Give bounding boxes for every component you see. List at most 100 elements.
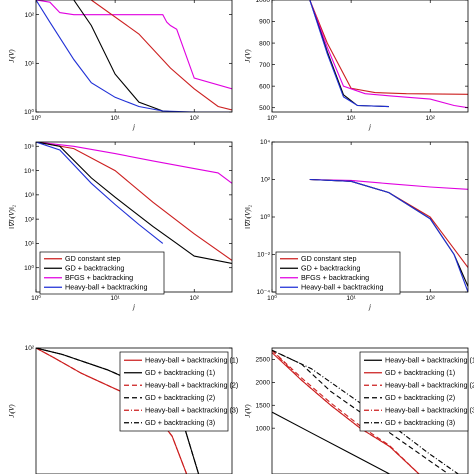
series-group bbox=[309, 0, 468, 109]
legend-label: GD + backtracking (2) bbox=[385, 393, 455, 402]
series-group bbox=[309, 178, 468, 292]
y-tick-label: 10¹ bbox=[25, 241, 35, 248]
y-tick-label: 1000 bbox=[256, 425, 271, 432]
x-axis-label: j bbox=[132, 303, 135, 311]
legend-label: GD + backtracking bbox=[301, 264, 360, 273]
y-tick-label: 10⁻² bbox=[257, 252, 271, 259]
series-group bbox=[36, 142, 232, 264]
x-axis-label: j bbox=[132, 123, 135, 131]
series-line-magenta-0 bbox=[36, 142, 232, 184]
y-tick-label: 10³ bbox=[25, 192, 35, 199]
y-tick-label: 800 bbox=[259, 40, 270, 47]
legend-label: GD + backtracking (2) bbox=[145, 393, 215, 402]
y-tick-label: 10⁰ bbox=[24, 264, 34, 272]
legend-label: GD constant step bbox=[65, 254, 121, 263]
chart-panel-p1: 10⁰ 10¹ 10² 10⁰ 10¹ 10² j Jₗ(V) bbox=[8, 0, 233, 131]
legend-label: GD constant step bbox=[301, 254, 357, 263]
series-line-red-1 bbox=[272, 352, 420, 474]
y-axis-label: Jₗ(V) bbox=[8, 49, 16, 63]
series-line-blue-3 bbox=[309, 0, 389, 108]
x-tick-label: 10⁰ bbox=[267, 294, 277, 302]
y-axis-label: Jₗ(V) bbox=[8, 404, 16, 418]
y-tick-label: 500 bbox=[259, 105, 270, 112]
x-tick-label: 10² bbox=[426, 295, 436, 302]
x-tick-label: 10¹ bbox=[110, 295, 120, 302]
legend-label: GD + backtracking (3) bbox=[145, 418, 215, 427]
x-tick-label: 10⁰ bbox=[31, 294, 41, 302]
series-line-red-4 bbox=[272, 349, 420, 474]
legend-label: Heavy-ball + backtracking (3) bbox=[385, 406, 474, 415]
y-tick-label: 1500 bbox=[256, 402, 271, 409]
y-tick-label: 10² bbox=[25, 345, 35, 352]
chart-panel-p3: 10⁰ 10¹ 10² 10⁰ 10¹ 10² 10³ 10⁴ 10⁵ j ‖∇Jₗ(V)‖₂ GD … bbox=[8, 141, 233, 311]
series-line-magenta-0 bbox=[309, 178, 468, 190]
series-line-red-1 bbox=[90, 0, 232, 111]
x-axis-label: j bbox=[368, 123, 371, 131]
series-line-magenta-1 bbox=[309, 0, 468, 109]
legend-label: GD + backtracking (1) bbox=[385, 368, 455, 377]
series-line-blue-3 bbox=[36, 142, 164, 244]
x-tick-label: 10⁰ bbox=[31, 114, 41, 122]
legend-box bbox=[119, 351, 229, 432]
x-tick-label: 10² bbox=[190, 295, 200, 302]
series-line-red-1 bbox=[36, 142, 232, 261]
series-group bbox=[36, 0, 232, 112]
y-tick-label: 10² bbox=[25, 12, 35, 19]
legend-label: BFGS + backtracking bbox=[301, 273, 369, 282]
x-tick-label: 10² bbox=[190, 115, 200, 122]
series-line-black-0 bbox=[272, 411, 390, 474]
x-tick-label: 10¹ bbox=[110, 115, 120, 122]
y-tick-label: 2000 bbox=[256, 380, 271, 387]
chart-panel-p4: 10⁰ 10¹ 10² 10⁻⁴ 10⁻² 10⁰ 10² 10⁴ j ‖∇Jₗ(V)‖₂ GD c… bbox=[244, 139, 469, 311]
series-line-magenta-0 bbox=[36, 0, 232, 90]
y-tick-label: 10² bbox=[25, 216, 35, 223]
y-tick-label: 900 bbox=[259, 19, 270, 26]
x-axis-label: j bbox=[368, 303, 371, 311]
legend-label: GD + backtracking (3) bbox=[385, 418, 455, 427]
series-group bbox=[272, 349, 459, 474]
legend-label: Heavy-ball + backtracking bbox=[301, 283, 384, 292]
legend-label: GD + backtracking (1) bbox=[145, 368, 215, 377]
y-tick-label: 10⁴ bbox=[260, 139, 270, 146]
legend-label: Heavy-ball + backtracking (2) bbox=[385, 381, 474, 390]
y-tick-label: 1000 bbox=[256, 0, 271, 4]
legend-label: GD + backtracking bbox=[65, 264, 124, 273]
x-tick-label: 10¹ bbox=[346, 295, 356, 302]
axes-frame bbox=[35, 0, 233, 113]
legend-label: Heavy-ball + backtracking (1) bbox=[145, 356, 238, 365]
y-tick-label: 700 bbox=[259, 62, 270, 69]
series-line-black-2 bbox=[309, 0, 389, 108]
series-line-black-2 bbox=[73, 0, 177, 112]
axes-frame bbox=[35, 347, 233, 474]
y-axis-label: ‖∇Jₗ(V)‖₂ bbox=[8, 204, 16, 229]
legend-label: Heavy-ball + backtracking bbox=[65, 283, 148, 292]
legend-label: BFGS + backtracking bbox=[65, 273, 133, 282]
x-tick-label: 10⁰ bbox=[267, 114, 277, 122]
y-axis-label: Jₗ(V) bbox=[244, 49, 252, 63]
y-axis-label: ‖∇Jₗ(V)‖₂ bbox=[244, 204, 252, 229]
y-tick-label: 10⁻⁴ bbox=[257, 289, 271, 296]
chart-panel-p5: 10² Jₗ(V) Heavy-ball + backtracking (1) GD … bbox=[8, 345, 238, 474]
y-tick-label: 10⁰ bbox=[24, 108, 34, 116]
y-tick-label: 10⁰ bbox=[260, 213, 270, 221]
x-tick-label: 10² bbox=[426, 115, 436, 122]
series-line-blue-3 bbox=[309, 178, 468, 292]
x-tick-label: 10¹ bbox=[346, 115, 356, 122]
y-tick-label: 10⁴ bbox=[24, 168, 34, 175]
chart-panel-p2: 10⁰ 10¹ 10² 500 600 700 800 900 1000 j Jₗ(V) bbox=[244, 0, 469, 131]
series-line-black-5 bbox=[272, 349, 459, 474]
axes-frame bbox=[271, 0, 469, 113]
y-tick-label: 2500 bbox=[256, 357, 271, 364]
series-line-black-2 bbox=[36, 142, 232, 264]
y-tick-label: 600 bbox=[259, 83, 270, 90]
series-line-red-2 bbox=[272, 349, 420, 474]
y-axis-label: Jₗ(V) bbox=[244, 404, 252, 418]
legend-box bbox=[359, 351, 469, 432]
legend-label: Heavy-ball + backtracking (1) bbox=[385, 356, 474, 365]
y-tick-label: 10⁵ bbox=[24, 143, 34, 150]
series-line-red-0 bbox=[309, 0, 468, 95]
legend-label: Heavy-ball + backtracking (2) bbox=[145, 381, 238, 390]
legend-label: Heavy-ball + backtracking (3) bbox=[145, 406, 238, 415]
y-tick-label: 10¹ bbox=[25, 61, 35, 68]
